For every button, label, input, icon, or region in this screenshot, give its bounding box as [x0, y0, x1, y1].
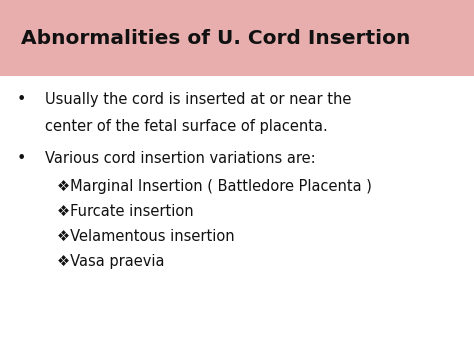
Text: •: • [17, 92, 26, 107]
Text: Various cord insertion variations are:: Various cord insertion variations are: [45, 151, 316, 166]
Text: Usually the cord is inserted at or near the: Usually the cord is inserted at or near … [45, 92, 351, 107]
FancyBboxPatch shape [0, 0, 474, 76]
Text: center of the fetal surface of placenta.: center of the fetal surface of placenta. [45, 119, 328, 134]
Text: ❖Furcate insertion: ❖Furcate insertion [57, 204, 193, 219]
Text: ❖Velamentous insertion: ❖Velamentous insertion [57, 229, 235, 244]
Text: ❖Vasa praevia: ❖Vasa praevia [57, 254, 164, 269]
Text: Abnormalities of U. Cord Insertion: Abnormalities of U. Cord Insertion [21, 29, 410, 48]
Text: •: • [17, 151, 26, 166]
Text: ❖Marginal Insertion ( Battledore Placenta ): ❖Marginal Insertion ( Battledore Placent… [57, 179, 372, 194]
